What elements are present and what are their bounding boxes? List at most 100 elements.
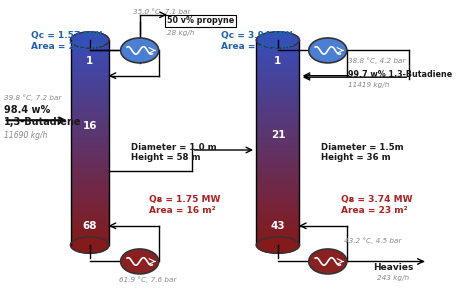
- Bar: [256, 181, 300, 184]
- Bar: [71, 183, 109, 186]
- Text: Area = 399 m²: Area = 399 m²: [221, 42, 294, 51]
- Text: 35.0 °C, 7.1 bar: 35.0 °C, 7.1 bar: [133, 8, 191, 15]
- Bar: [71, 45, 109, 48]
- Bar: [71, 58, 109, 61]
- Bar: [256, 130, 300, 132]
- Bar: [256, 42, 300, 45]
- Bar: [256, 235, 300, 237]
- Bar: [256, 230, 300, 232]
- Bar: [71, 96, 109, 99]
- Text: 99.7 w% 1,3-Butadiene: 99.7 w% 1,3-Butadiene: [348, 70, 452, 79]
- Bar: [71, 152, 109, 155]
- Bar: [71, 147, 109, 150]
- Bar: [71, 242, 109, 245]
- Bar: [71, 55, 109, 58]
- Bar: [71, 240, 109, 242]
- Bar: [256, 209, 300, 212]
- Bar: [256, 204, 300, 207]
- Bar: [256, 137, 300, 140]
- Text: 43.2 °C, 4.5 bar: 43.2 °C, 4.5 bar: [344, 237, 401, 244]
- Bar: [71, 160, 109, 163]
- Bar: [71, 209, 109, 212]
- Bar: [256, 124, 300, 127]
- Bar: [256, 109, 300, 112]
- Bar: [71, 150, 109, 153]
- Bar: [256, 117, 300, 119]
- Ellipse shape: [71, 237, 109, 253]
- Bar: [256, 119, 300, 122]
- Text: 1,3-Butadiene: 1,3-Butadiene: [4, 117, 81, 127]
- Bar: [256, 217, 300, 220]
- Bar: [256, 147, 300, 150]
- Bar: [256, 242, 300, 245]
- Bar: [71, 170, 109, 173]
- Bar: [71, 214, 109, 217]
- Bar: [71, 165, 109, 168]
- Bar: [256, 104, 300, 107]
- Bar: [71, 227, 109, 230]
- Text: 50 v% propyne: 50 v% propyne: [167, 16, 234, 25]
- Text: 16: 16: [82, 121, 97, 131]
- Text: Qᴄ = 1.57 MW: Qᴄ = 1.57 MW: [31, 31, 102, 40]
- Bar: [71, 112, 109, 114]
- Ellipse shape: [256, 237, 300, 253]
- Bar: [71, 181, 109, 184]
- Bar: [256, 73, 300, 76]
- Bar: [256, 194, 300, 196]
- Bar: [256, 155, 300, 158]
- Bar: [256, 63, 300, 66]
- Bar: [256, 83, 300, 86]
- Bar: [256, 140, 300, 142]
- Text: 38.8 °C, 4.2 bar: 38.8 °C, 4.2 bar: [348, 58, 406, 64]
- Bar: [71, 47, 109, 50]
- Bar: [71, 78, 109, 81]
- Bar: [71, 188, 109, 191]
- Bar: [71, 206, 109, 209]
- Text: Area = 16 m²: Area = 16 m²: [149, 206, 215, 214]
- Bar: [71, 178, 109, 181]
- Bar: [256, 176, 300, 178]
- Bar: [256, 78, 300, 81]
- Bar: [71, 201, 109, 204]
- Bar: [256, 199, 300, 202]
- Bar: [256, 191, 300, 194]
- Bar: [256, 135, 300, 137]
- Text: Area = 23 m²: Area = 23 m²: [341, 206, 408, 214]
- Bar: [71, 122, 109, 124]
- Text: 61.9 °C, 7.6 bar: 61.9 °C, 7.6 bar: [119, 276, 177, 283]
- Bar: [256, 50, 300, 53]
- Text: 43: 43: [271, 221, 285, 231]
- Circle shape: [120, 38, 159, 63]
- Bar: [256, 206, 300, 209]
- Bar: [71, 219, 109, 222]
- Bar: [71, 186, 109, 189]
- Bar: [256, 227, 300, 230]
- Bar: [256, 60, 300, 63]
- Bar: [256, 222, 300, 225]
- Bar: [256, 170, 300, 173]
- Bar: [71, 127, 109, 130]
- Bar: [256, 152, 300, 155]
- Bar: [71, 232, 109, 235]
- Bar: [71, 124, 109, 127]
- Bar: [256, 196, 300, 199]
- Bar: [256, 94, 300, 96]
- Bar: [71, 158, 109, 160]
- Bar: [71, 40, 109, 43]
- Bar: [256, 40, 300, 43]
- Bar: [256, 237, 300, 240]
- Bar: [256, 55, 300, 58]
- Bar: [71, 119, 109, 122]
- Bar: [71, 230, 109, 232]
- Bar: [256, 212, 300, 214]
- Bar: [71, 63, 109, 66]
- Bar: [256, 91, 300, 94]
- Bar: [71, 130, 109, 132]
- Bar: [71, 191, 109, 194]
- Text: 68: 68: [82, 221, 97, 231]
- Bar: [256, 65, 300, 68]
- Text: 1: 1: [274, 56, 282, 66]
- Bar: [256, 99, 300, 102]
- Circle shape: [309, 38, 347, 63]
- Text: 1: 1: [86, 56, 93, 66]
